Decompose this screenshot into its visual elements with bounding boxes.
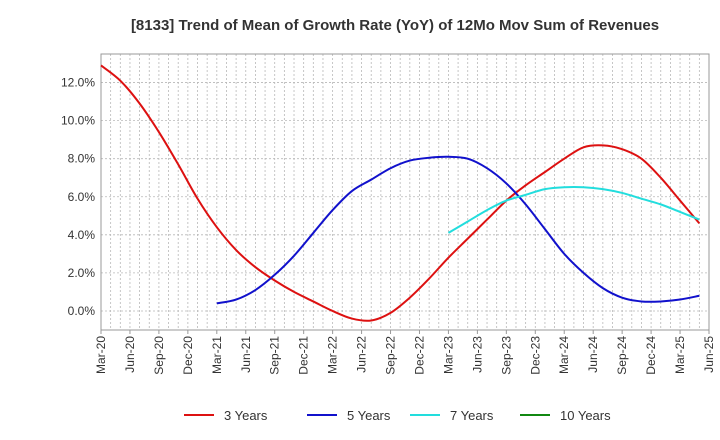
y-tick-label: 0.0% <box>68 304 96 318</box>
series-line-5-years <box>216 155 700 305</box>
x-tick-label: Jun-25 <box>702 336 716 373</box>
legend-label: 10 Years <box>560 408 611 423</box>
x-tick-label: Mar-22 <box>326 336 340 374</box>
series-line-3-years <box>100 64 701 322</box>
x-tick-label: Sep-23 <box>499 336 513 375</box>
x-tick-label: Dec-23 <box>528 336 542 375</box>
x-axis: Mar-20 Jun-20 Sep-20 Dec-20 Mar-21 Jun-21 Sep-… <box>94 330 716 375</box>
legend-label: 5 Years <box>347 408 391 423</box>
x-tick-label: Jun-20 <box>123 336 137 373</box>
y-tick-label: 12.0% <box>61 76 95 90</box>
series-line-7-years <box>447 186 700 234</box>
x-tick-label: Mar-23 <box>441 336 455 374</box>
x-tick-label: Sep-20 <box>152 336 166 375</box>
x-tick-label: Sep-24 <box>615 336 629 375</box>
grid <box>101 54 709 330</box>
x-tick-label: Jun-23 <box>470 336 484 373</box>
legend-label: 7 Years <box>450 408 494 423</box>
x-tick-label: Mar-21 <box>210 336 224 374</box>
legend-label: 3 Years <box>224 408 268 423</box>
x-tick-label: Sep-22 <box>384 336 398 375</box>
x-tick-label: Dec-22 <box>412 336 426 375</box>
y-tick-label: 6.0% <box>68 190 96 204</box>
series-lines <box>100 64 701 322</box>
y-tick-label: 4.0% <box>68 228 96 242</box>
x-tick-label: Dec-21 <box>297 336 311 375</box>
x-tick-label: Mar-20 <box>94 336 108 374</box>
legend: 3 Years 5 Years 7 Years 10 Years <box>184 408 611 423</box>
plot-area-border <box>100 53 710 331</box>
x-tick-label: Jun-24 <box>586 336 600 373</box>
y-axis: 0.0% 2.0% 4.0% 6.0% 8.0% 10.0% 12.0% <box>61 76 95 318</box>
y-tick-label: 10.0% <box>61 114 95 128</box>
x-tick-label: Sep-21 <box>268 336 282 375</box>
x-tick-label: Dec-20 <box>181 336 195 375</box>
y-tick-label: 2.0% <box>68 266 96 280</box>
x-tick-label: Jun-22 <box>355 336 369 373</box>
x-tick-label: Jun-21 <box>239 336 253 373</box>
chart-title: [8133] Trend of Mean of Growth Rate (YoY… <box>131 17 659 34</box>
y-tick-label: 8.0% <box>68 152 96 166</box>
x-tick-label: Mar-24 <box>557 336 571 374</box>
x-tick-label: Mar-25 <box>673 336 687 374</box>
x-tick-label: Dec-24 <box>644 336 658 375</box>
